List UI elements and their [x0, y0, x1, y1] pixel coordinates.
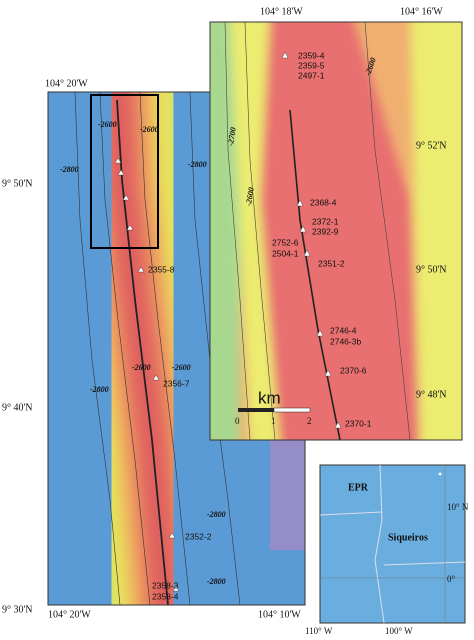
place-label: EPR — [348, 482, 369, 493]
sample-label: 2370-1 — [345, 418, 372, 428]
sample-label: 2368-4 — [310, 197, 337, 207]
sample-label: 2355-8 — [148, 264, 175, 274]
triangles — [114, 157, 180, 592]
lat-label: 9° 50'N — [416, 264, 447, 275]
lat-label: 9° 52'N — [416, 140, 447, 151]
lat-label: 9° 50'N — [2, 178, 33, 189]
sample-label: 2497-1 — [298, 70, 325, 80]
place-label: Siqueiros — [388, 532, 428, 543]
scale-tick: 2 — [307, 416, 312, 426]
sample-label: 2752-6 — [272, 237, 299, 247]
lon-label: 104° 20'W — [48, 609, 91, 620]
scale-tick: 1 — [271, 416, 276, 426]
sample-label: 2359-5 — [298, 60, 325, 70]
lon-label: 104° 10'W — [258, 609, 301, 620]
scale-unit: km — [258, 388, 281, 407]
sample-label: 2504-1 — [272, 248, 299, 258]
contour-label: -2600 — [132, 363, 151, 372]
sample-label: 2372-1 — [312, 216, 339, 226]
contour-label: -2600 — [140, 125, 159, 134]
sample-label: 2746-3b — [330, 336, 361, 346]
contour-label: -2800 — [188, 160, 207, 169]
inset-map — [210, 22, 462, 440]
triangles — [281, 51, 342, 429]
contour-label: -2600 — [98, 120, 117, 129]
sample-label: 2356-7 — [163, 378, 190, 388]
location-map — [319, 464, 466, 624]
sample-label: 2370-6 — [340, 365, 367, 375]
lat-label: 10° N — [447, 502, 469, 512]
contour-label: -2700 — [226, 127, 238, 147]
sample-label: 2359-4 — [298, 50, 325, 60]
lat-label: 9° 30'N — [2, 604, 33, 615]
lon-label: 110° W — [305, 626, 333, 636]
contour-label: -2800 — [60, 165, 79, 174]
inset-outline — [90, 94, 159, 249]
contour-label: -2800 — [90, 385, 109, 394]
contour-label: -2600 — [244, 187, 256, 207]
scale-tick: 0 — [235, 416, 240, 426]
sample-label: 2351-2 — [318, 258, 345, 268]
sample-label: 2392-9 — [312, 226, 339, 236]
contour-label: -2800 — [207, 577, 226, 586]
sample-label: 2358-4 — [152, 591, 179, 601]
inset-frame — [209, 21, 463, 441]
lon-label: 104° 20'W — [45, 78, 88, 89]
sample-label: 2358-3 — [152, 580, 179, 590]
scale-bar — [238, 407, 311, 413]
lat-label: 0° — [447, 574, 456, 584]
lon-label: 104° 18'W — [260, 6, 303, 17]
contour-label: -2800 — [207, 510, 226, 519]
sample-label: 2746-4 — [330, 325, 357, 335]
lat-label: 9° 40'N — [2, 402, 33, 413]
contour-label: -2600 — [172, 363, 191, 372]
lon-label: 100° W — [385, 626, 413, 636]
lon-label: 104° 16'W — [400, 6, 443, 17]
sample-label: 2352-2 — [185, 531, 212, 541]
lat-label: 9° 48'N — [416, 389, 447, 400]
